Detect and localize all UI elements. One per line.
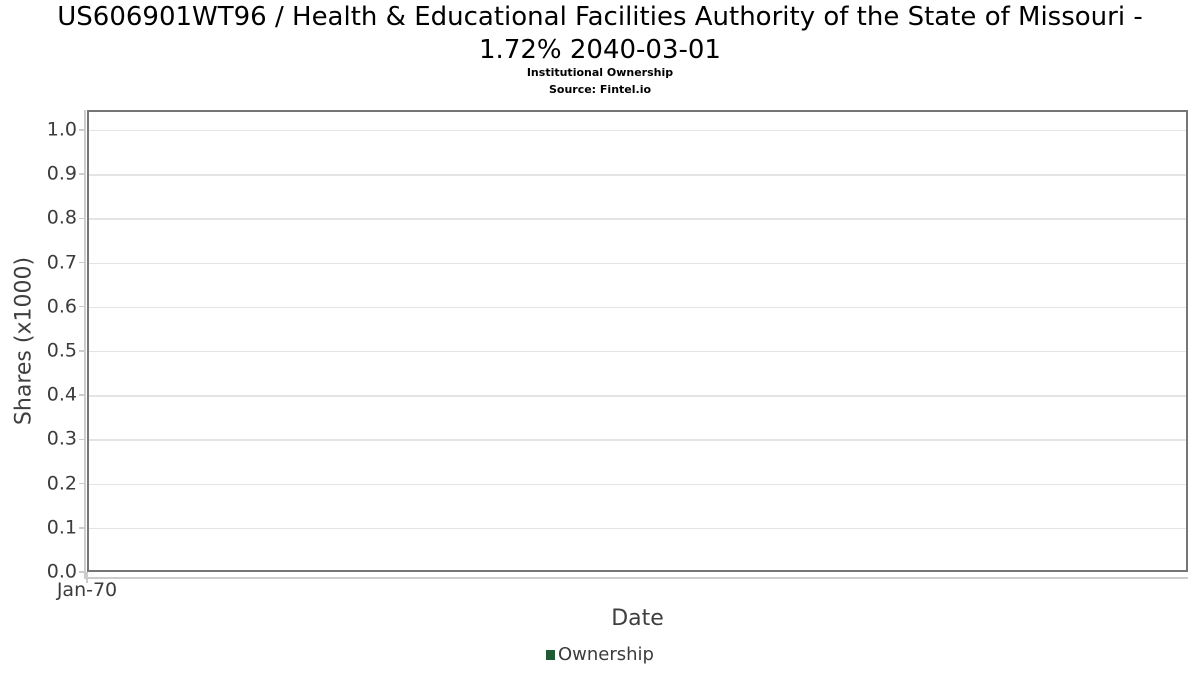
y-gridline bbox=[89, 306, 1186, 309]
y-gridline bbox=[89, 129, 1186, 132]
chart-subtitle: Institutional Ownership bbox=[526, 66, 674, 79]
x-axis-line bbox=[84, 577, 1188, 579]
y-tick-label: 1.0 bbox=[46, 118, 77, 141]
y-tick-mark bbox=[79, 173, 85, 175]
y-tick-mark bbox=[79, 482, 85, 485]
y-gridline bbox=[89, 439, 1186, 441]
chart-title-line1: US606901WT96 / Health & Educational Faci… bbox=[57, 2, 1143, 32]
y-tick-label: 0.0 bbox=[46, 560, 77, 583]
chart-source-label: Source: Fintel.io bbox=[548, 83, 652, 96]
y-tick-label: 0.4 bbox=[46, 383, 77, 406]
y-tick-mark bbox=[79, 438, 85, 441]
chart-title: US606901WT96 / Health & Educational Faci… bbox=[0, 1, 1200, 67]
x-tick-label: Jan-70 bbox=[56, 579, 118, 601]
legend-label[interactable]: Ownership bbox=[558, 644, 654, 665]
y-gridline bbox=[89, 262, 1186, 265]
y-tick-label: 0.1 bbox=[46, 516, 77, 539]
x-tick-mark bbox=[86, 572, 88, 583]
y-gridline bbox=[89, 527, 1186, 530]
y-tick-label: 0.5 bbox=[46, 339, 77, 362]
y-tick-mark bbox=[79, 394, 85, 396]
legend-marker-square-icon bbox=[546, 649, 555, 660]
legend-item-ownership[interactable]: Ownership bbox=[546, 644, 654, 665]
y-tick-label: 0.6 bbox=[46, 295, 77, 318]
y-gridline bbox=[89, 174, 1186, 176]
plot-area bbox=[87, 110, 1188, 572]
y-tick-mark bbox=[79, 129, 85, 131]
y-tick-mark bbox=[79, 217, 85, 220]
y-tick-label: 0.3 bbox=[46, 427, 77, 450]
y-tick-mark bbox=[79, 350, 85, 352]
y-tick-mark bbox=[79, 527, 85, 529]
y-tick-mark bbox=[79, 571, 85, 573]
y-axis-line bbox=[84, 110, 86, 577]
y-tick-label: 0.9 bbox=[46, 162, 77, 185]
y-tick-mark bbox=[79, 261, 85, 264]
y-tick-label: 0.7 bbox=[46, 251, 77, 274]
x-axis-title: Date bbox=[611, 606, 664, 631]
y-tick-label: 0.8 bbox=[46, 206, 77, 229]
y-gridline bbox=[89, 218, 1186, 220]
y-gridline bbox=[89, 350, 1186, 353]
y-gridline bbox=[89, 395, 1186, 397]
y-tick-mark bbox=[79, 305, 85, 308]
y-gridline bbox=[89, 483, 1186, 486]
legend: Ownership bbox=[0, 644, 1200, 665]
y-tick-label: 0.2 bbox=[46, 472, 77, 495]
chart-title-line2: 1.72% 2040-03-01 bbox=[479, 35, 721, 65]
